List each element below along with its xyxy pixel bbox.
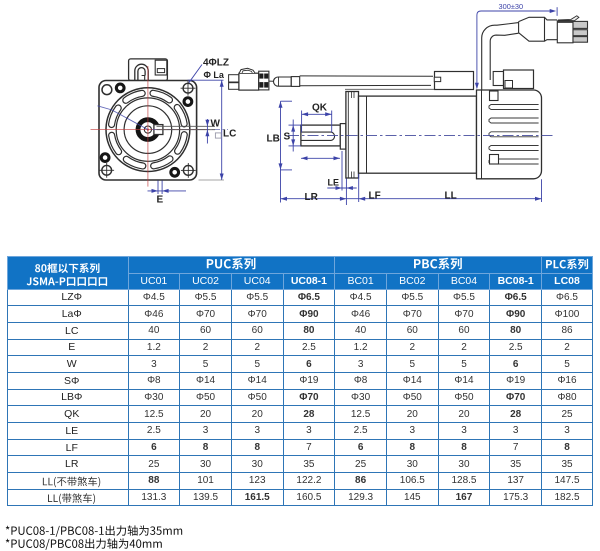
svg-text:LB: LB [267, 134, 280, 145]
svg-text:W: W [211, 119, 221, 130]
svg-text:QK: QK [312, 103, 328, 114]
svg-text:LL: LL [445, 191, 457, 202]
svg-text:LC: LC [223, 129, 236, 140]
svg-text:4ΦLZ: 4ΦLZ [203, 58, 229, 69]
svg-text:LR: LR [305, 192, 319, 203]
svg-text:300±30: 300±30 [499, 2, 524, 11]
svg-text:E: E [157, 195, 164, 206]
svg-text:Φ La: Φ La [204, 70, 225, 80]
svg-text:LF: LF [369, 191, 381, 202]
svg-text:LE: LE [328, 178, 340, 188]
svg-text:S: S [284, 132, 291, 143]
